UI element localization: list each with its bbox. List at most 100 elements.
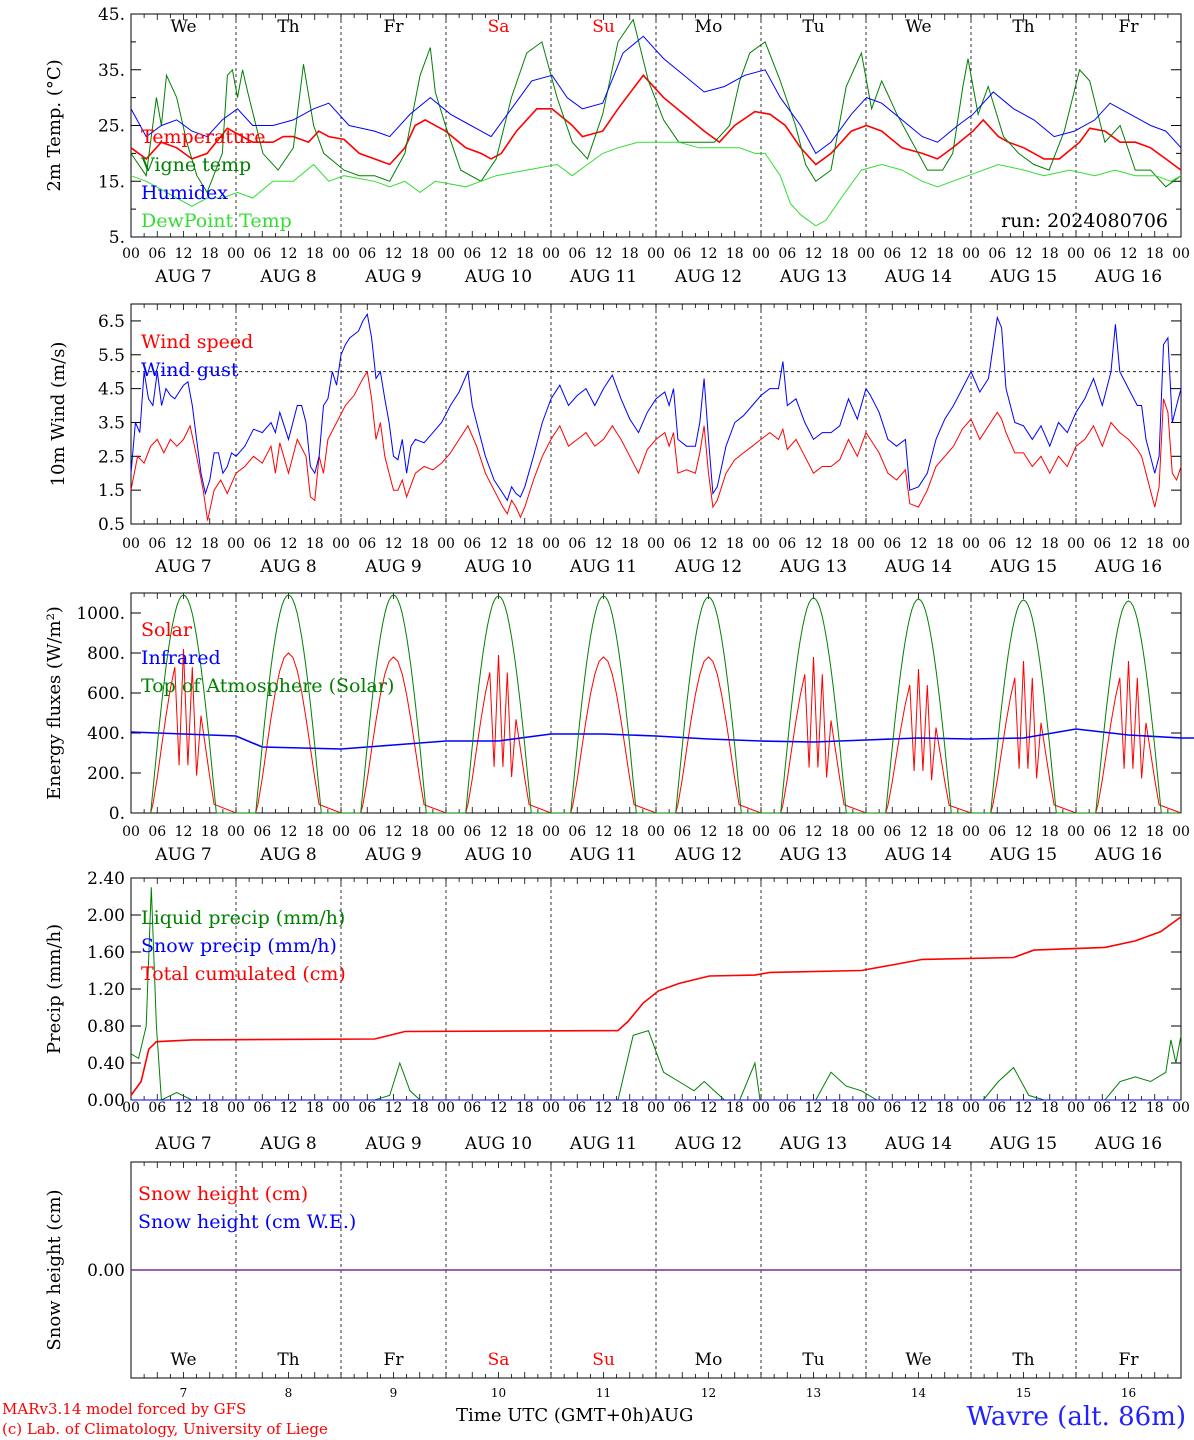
hour-tick-label: 12 [910,1100,928,1116]
date-label: AUG 10 [464,1134,532,1154]
y-tick-label: 600. [87,684,125,704]
hour-tick-label: 18 [1146,536,1164,552]
hour-tick-label: 18 [936,246,954,262]
y-axis-title: 2m Temp. (°C) [44,59,65,191]
hour-tick-label: 00 [647,246,665,262]
hour-tick-label: 06 [673,824,691,840]
hour-tick-label: 12 [385,536,403,552]
weekday-label: Su [592,1350,615,1370]
weekday-label: Mo [695,17,723,37]
hour-tick-label: 00 [1067,246,1085,262]
hour-tick-label: 06 [988,246,1006,262]
hour-tick-label: 18 [726,1100,744,1116]
hour-tick-label: 18 [411,536,429,552]
hour-tick-label: 18 [1146,246,1164,262]
y-tick-label: 5.5 [98,346,125,366]
day-number-label: 7 [180,1386,188,1400]
hour-tick-label: 18 [516,536,534,552]
panel-2: 0.5 1.5 2.5 3.5 4.5 5.5 6.5 10m Wind (m/s) 00 06 1… [48,303,1190,577]
hour-tick-label: 18 [306,824,324,840]
legend-entry: Snow precip (mm/h) [141,935,337,957]
hour-tick-label: 18 [1041,246,1059,262]
hour-tick-label: 12 [805,536,823,552]
date-label: AUG 13 [779,557,847,577]
y-tick-label: 6.5 [98,312,125,332]
hour-tick-label: 12 [805,1100,823,1116]
date-label: AUG 9 [364,1134,421,1154]
hour-tick-label: 06 [253,536,271,552]
hour-tick-label: 12 [1120,824,1138,840]
hour-tick-label: 12 [175,1100,193,1116]
hour-tick-label: 00 [542,1100,560,1116]
hour-tick-label: 00 [962,1100,980,1116]
weekday-label: Mo [695,1350,723,1370]
legend-entry: Temperature [141,126,265,148]
hour-tick-label: 12 [910,824,928,840]
hour-tick-label: 00 [752,536,770,552]
hour-tick-label: 12 [805,246,823,262]
series-line-total-cumulated-cm- [130,916,1182,1096]
date-label: AUG 8 [259,267,316,287]
y-tick-label: 2.5 [98,447,125,467]
date-label: AUG 14 [884,557,952,577]
date-label: AUG 7 [154,1134,211,1154]
legend-entry: Total cumulated (cm) [141,963,346,985]
weekday-label: Su [592,17,615,37]
date-label: AUG 15 [989,557,1057,577]
hour-tick-label: 00 [1067,1100,1085,1116]
hour-tick-label: 12 [700,536,718,552]
hour-tick-label: 12 [1015,824,1033,840]
y-axis-title: 10m Wind (m/s) [48,342,69,487]
legend-entry: Snow height (cm) [138,1183,308,1205]
hour-tick-label: 00 [857,246,875,262]
y-tick-label: 0. [109,804,125,824]
hour-tick-label: 18 [621,1100,639,1116]
weekday-label: We [905,17,931,37]
hour-tick-label: 00 [857,1100,875,1116]
hour-tick-label: 00 [752,824,770,840]
hour-tick-label: 12 [175,536,193,552]
legend-entry: Liquid precip (mm/h) [141,907,345,929]
hour-tick-label: 00 [542,246,560,262]
y-axis-title: Snow height (cm) [44,1189,65,1350]
hour-tick-label: 18 [1041,1100,1059,1116]
hour-tick-label: 00 [332,246,350,262]
series-line-solar [150,648,1182,814]
hour-tick-label: 12 [175,824,193,840]
y-tick-label: 25. [98,117,125,137]
panel-4: 0.00 0.40 0.80 1.20 1.60 2.00 2.40 Precip (mm/h… [44,869,1190,1154]
panel-3: 0. 200. 400. 600. 800. 1000. Energy fluxes (W/… [44,592,1194,865]
hour-tick-label: 00 [647,536,665,552]
y-tick-label: 5. [109,228,125,248]
hour-tick-label: 00 [962,246,980,262]
hour-tick-label: 06 [1093,536,1111,552]
hour-tick-label: 00 [122,1100,140,1116]
hour-tick-label: 12 [280,1100,298,1116]
hour-tick-label: 06 [1093,824,1111,840]
hour-tick-label: 18 [1041,824,1059,840]
date-label: AUG 8 [259,845,316,865]
hour-tick-label: 12 [1120,1100,1138,1116]
y-tick-label: 1.60 [87,943,125,963]
hour-tick-label: 12 [700,1100,718,1116]
hour-tick-label: 00 [332,1100,350,1116]
hour-tick-label: 00 [857,824,875,840]
y-axis-title: Precip (mm/h) [44,924,65,1054]
hour-tick-label: 12 [490,246,508,262]
run-label: run: 2024080706 [1001,210,1168,232]
date-label: AUG 12 [674,557,742,577]
weekday-label: Th [277,1350,299,1370]
y-tick-label: 1000. [76,604,125,624]
y-tick-label: 4.5 [98,380,125,400]
hour-tick-label: 06 [778,1100,796,1116]
hour-tick-label: 12 [175,246,193,262]
hour-tick-label: 12 [490,824,508,840]
series-line-vigne-temp [130,18,1182,194]
hour-tick-label: 06 [778,536,796,552]
legend-entry: Vigne temp [140,154,251,176]
series-line-dewpoint-temp [130,141,1182,227]
day-number-label: 11 [596,1386,611,1400]
hour-tick-label: 06 [148,536,166,552]
x-axis-title: Time UTC (GMT+0h)AUG [456,1405,693,1426]
hour-tick-label: 06 [673,246,691,262]
